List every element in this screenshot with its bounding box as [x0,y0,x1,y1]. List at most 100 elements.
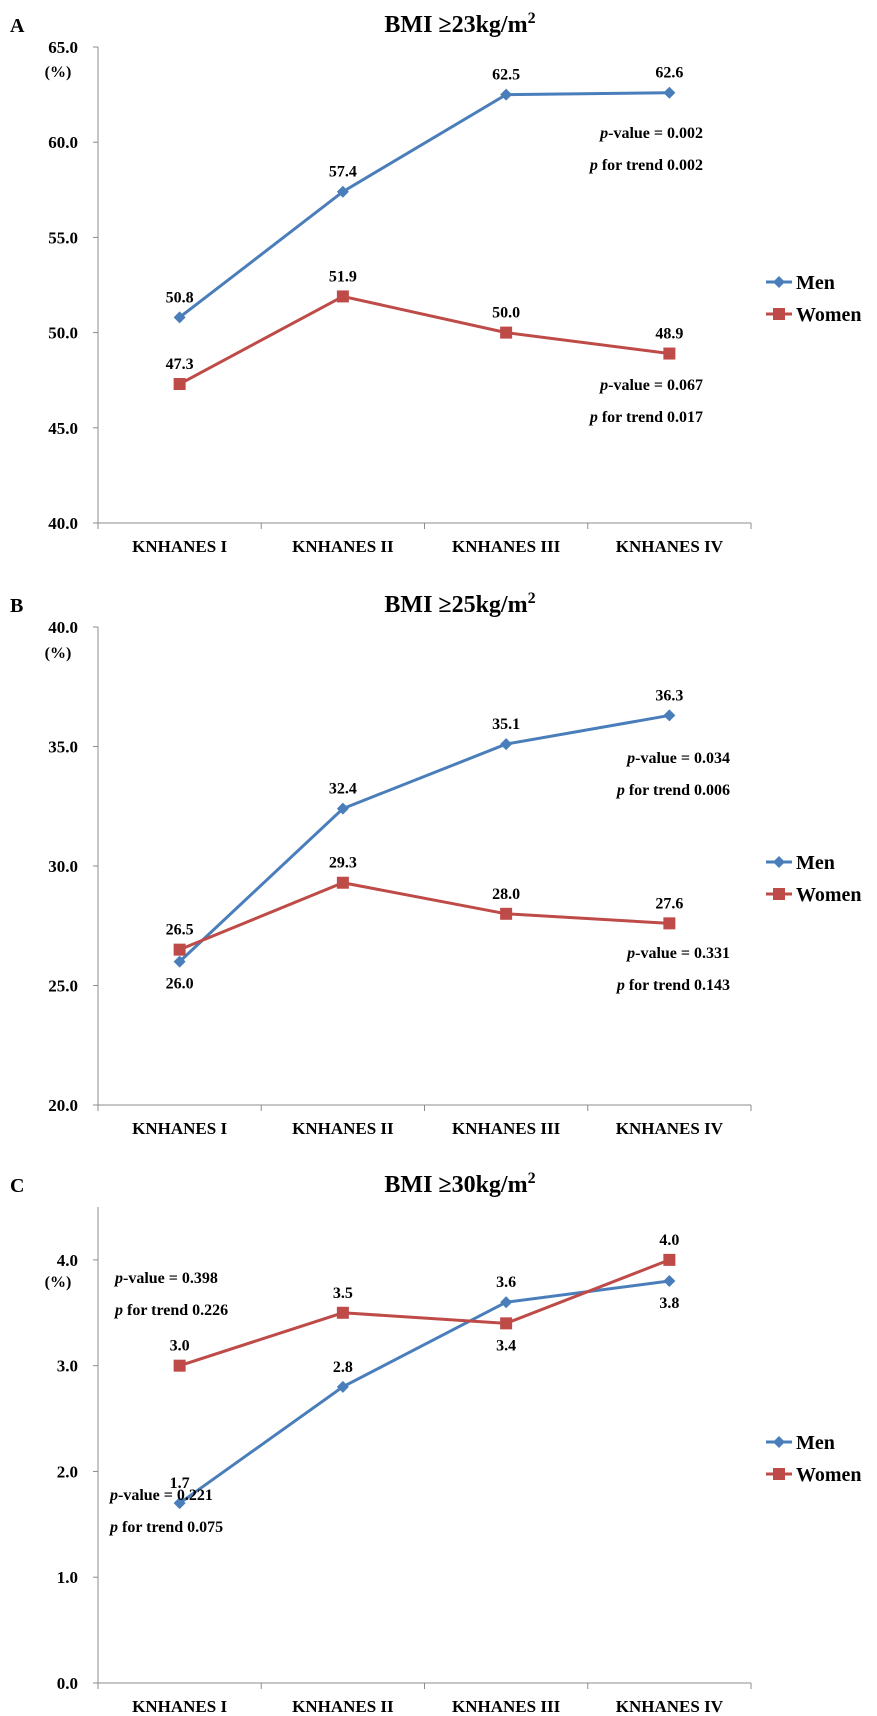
legend-marker-men [773,276,785,288]
chart-panel-b: B BMI ≥25kg/m2 20.0 25.0 30.0 35.0 40.0 (%) KNHA… [10,590,862,1138]
p-value-annotation: p for trend 0.075 [108,1519,223,1536]
title-superscript: 2 [528,10,536,27]
p-value-annotation: p for trend 0.143 [615,977,730,994]
y-tick-label: 1.0 [57,1568,78,1587]
data-point-women [663,1253,676,1266]
data-point-women [336,876,349,889]
data-point-men [336,185,349,198]
data-point-women [500,907,513,920]
y-unit-label: (%) [45,645,72,662]
x-tick-label: KNHANES I [132,1119,227,1138]
p-value-annotation: p-value = 0.002 [598,125,703,142]
data-label-men: 32.4 [329,781,357,798]
data-point-men [173,1497,186,1510]
data-label-women: 3.4 [496,1337,516,1354]
data-point-men [663,86,676,99]
data-label-men: 57.4 [329,164,357,181]
y-tick-label: 55.0 [48,228,78,247]
data-label-men: 36.3 [655,687,683,704]
data-label-women: 3.5 [333,1285,353,1302]
data-label-women: 50.0 [492,305,520,322]
x-tick-label: KNHANES II [292,537,394,556]
series-line-women [179,881,670,952]
legend: Men Women [766,1432,862,1486]
y-tick-label: 20.0 [48,1096,78,1115]
data-point-men [173,311,186,324]
title-superscript: 2 [528,590,536,607]
title-superscript: 2 [528,1170,536,1187]
x-tick-label: KNHANES III [452,537,561,556]
legend: Men Women [766,272,862,326]
data-point-women [173,1359,186,1372]
x-tick-label: KNHANES I [132,1697,227,1716]
legend-marker-women [773,888,785,900]
data-label-women: 47.3 [166,356,194,373]
series-line-women [178,294,670,386]
data-label-men: 50.8 [166,289,194,306]
panel-letter: A [10,15,25,37]
x-tick-label: KNHANES III [452,1697,561,1716]
legend-label-men: Men [796,852,835,874]
legend: Men Women [766,852,862,906]
x-tick-label: KNHANES II [292,1119,394,1138]
data-point-women [500,1317,513,1330]
y-tick-label: 50.0 [48,324,78,343]
data-label-women: 28.0 [492,886,520,903]
y-tick-label: 25.0 [48,977,78,996]
data-label-men: 62.6 [655,65,683,82]
legend-marker-men [773,1436,785,1448]
p-value-annotation: p for trend 0.002 [588,157,703,174]
series-line-men [178,91,670,319]
data-point-women [173,943,186,956]
legend-marker-men [773,856,785,868]
data-point-men [663,1275,676,1288]
data-label-women: 48.9 [655,326,683,343]
legend-label-men: Men [796,272,835,294]
data-point-women [663,917,676,930]
p-value-annotation: p-value = 0.331 [625,945,730,962]
series-line-men [178,1279,670,1505]
chart-panel-c: C BMI ≥30kg/m2 0.0 1.0 2.0 3.0 4.0 (%) KNHANES I… [10,1170,862,1716]
data-point-women [663,347,676,360]
y-tick-label: 35.0 [48,738,78,757]
data-label-women: 4.0 [659,1232,679,1249]
y-unit-label: (%) [45,64,72,81]
chart-title: BMI ≥25kg/m2 [384,590,535,618]
p-value-annotation: p-value = 0.398 [113,1270,218,1287]
y-tick-label: 45.0 [48,419,78,438]
data-label-women: 3.0 [170,1338,190,1355]
y-tick-label: 40.0 [48,618,78,637]
legend-label-women: Women [796,304,862,326]
data-label-men: 1.7 [170,1475,190,1492]
data-label-women: 51.9 [329,268,357,285]
legend-label-women: Women [796,1464,862,1486]
data-label-men: 3.6 [496,1274,516,1291]
data-point-men [336,1380,349,1393]
chart-panel-a: A BMI ≥23kg/m2 40.0 45.0 50.0 55.0 60.0 65.0 (%)… [10,10,862,556]
data-point-women [336,290,349,303]
data-point-women [173,378,186,391]
y-tick-label: 60.0 [48,133,78,152]
legend-label-women: Women [796,884,862,906]
p-value-annotation: p-value = 0.221 [108,1487,213,1504]
data-label-men: 2.8 [333,1359,353,1376]
y-tick-label: 30.0 [48,857,78,876]
data-point-men [500,1296,513,1309]
p-value-annotation: p-value = 0.034 [625,750,730,767]
p-value-annotation: p-value = 0.067 [598,377,703,394]
p-value-annotation: p for trend 0.006 [615,782,730,799]
y-tick-label: 2.0 [57,1462,78,1481]
p-value-annotation: p for trend 0.226 [113,1302,228,1319]
data-label-women: 27.6 [655,895,683,912]
x-tick-label: KNHANES IV [616,1119,724,1138]
data-point-men [663,709,676,722]
data-label-men: 26.0 [166,976,194,993]
data-label-men: 35.1 [492,716,520,733]
data-point-men [500,738,513,751]
y-tick-label: 40.0 [48,514,78,533]
data-point-women [500,326,513,339]
data-point-women [336,1306,349,1319]
data-label-men: 62.5 [492,67,520,84]
y-unit-label: (%) [45,1274,72,1291]
